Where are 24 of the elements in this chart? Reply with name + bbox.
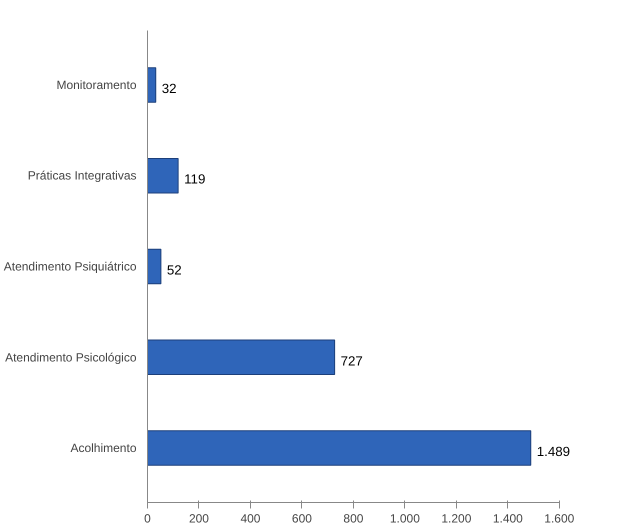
- bar: [148, 248, 162, 284]
- x-tick-label: 1.400: [492, 512, 524, 526]
- x-tick-label: 1.200: [441, 512, 472, 526]
- bar: [148, 430, 532, 466]
- bar: [148, 67, 156, 103]
- data-label: 119: [184, 172, 206, 187]
- x-tick-label: 1.000: [390, 512, 420, 526]
- x-tick-label: 800: [343, 512, 364, 526]
- data-label: 727: [340, 353, 363, 368]
- x-tick-label: 200: [188, 512, 210, 526]
- y-tick-label: Atendimento Psiquiátrico: [4, 260, 137, 274]
- data-label: 52: [166, 262, 182, 278]
- x-tick-label: 400: [240, 512, 261, 526]
- bar: [148, 158, 179, 194]
- y-tick-label: Atendimento Psicológico: [5, 350, 137, 364]
- x-tick-label: 600: [292, 512, 312, 526]
- x-tick-label: 1.600: [544, 512, 575, 526]
- bar: [148, 340, 336, 376]
- y-tick-label: Monitoramento: [56, 78, 137, 92]
- data-label: 1.489: [536, 444, 570, 460]
- x-tick-label: 0: [144, 512, 152, 526]
- data-label: 32: [162, 80, 177, 96]
- y-tick-label: Práticas Integrativas: [28, 168, 137, 183]
- y-tick-label: Acolhimento: [70, 441, 137, 456]
